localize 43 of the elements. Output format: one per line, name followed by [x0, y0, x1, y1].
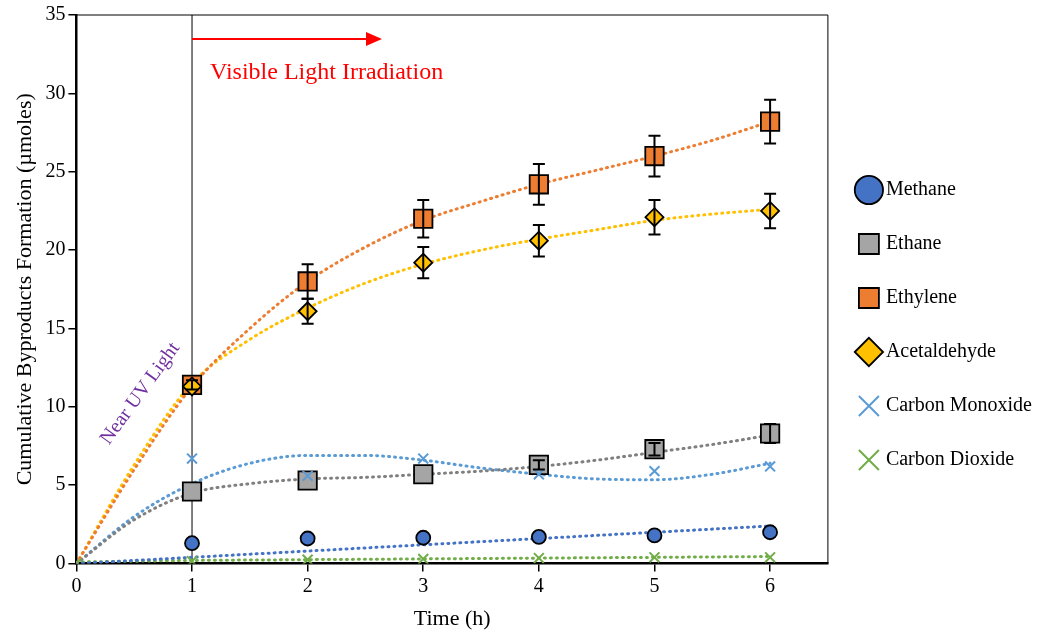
legend-label: Methane	[885, 177, 956, 200]
x-tick-label: 6	[765, 573, 776, 596]
legend-label: Carbon Dioxide	[885, 447, 1015, 470]
x-tick-label: 5	[649, 573, 660, 596]
point	[417, 552, 430, 564]
legend-label: Ethylene	[885, 285, 958, 309]
point	[646, 527, 663, 544]
y-tick-label: 5	[55, 472, 66, 495]
point	[417, 452, 430, 465]
point	[648, 551, 661, 564]
annotation: Visible Light Irradiation	[210, 57, 444, 84]
point	[186, 452, 198, 465]
y-tick-label: 30	[45, 80, 66, 103]
point	[413, 464, 434, 485]
point	[184, 535, 200, 552]
y-tick-label: 15	[45, 315, 66, 338]
point	[532, 552, 545, 564]
point	[764, 551, 777, 564]
x-tick-label: 1	[187, 573, 198, 596]
y-tick-label: 10	[45, 394, 66, 417]
y-tick-label: 20	[45, 237, 66, 260]
point	[530, 529, 547, 545]
x-tick-label: 4	[533, 573, 544, 596]
point	[186, 555, 198, 564]
point	[299, 530, 316, 547]
y-tick-label: 35	[45, 2, 66, 25]
point	[415, 529, 432, 546]
x-axis-title: Time (h)	[413, 604, 491, 630]
x-tick-label: 3	[418, 573, 429, 596]
point	[764, 460, 777, 473]
point	[762, 524, 778, 541]
legend-label: Acetaldehyde	[885, 339, 996, 363]
point	[648, 465, 661, 478]
point	[181, 481, 203, 502]
legend-label: Carbon Monoxide	[885, 393, 1033, 416]
y-axis-title: Cumulative Byproducts Formation (µmoles)	[10, 93, 36, 486]
x-tick-label: 0	[71, 573, 82, 596]
y-tick-label: 0	[55, 550, 66, 573]
point	[532, 468, 545, 481]
y-tick-label: 25	[45, 158, 66, 181]
legend-label: Ethane	[885, 231, 942, 254]
x-tick-label: 2	[302, 573, 313, 596]
point	[301, 553, 314, 564]
